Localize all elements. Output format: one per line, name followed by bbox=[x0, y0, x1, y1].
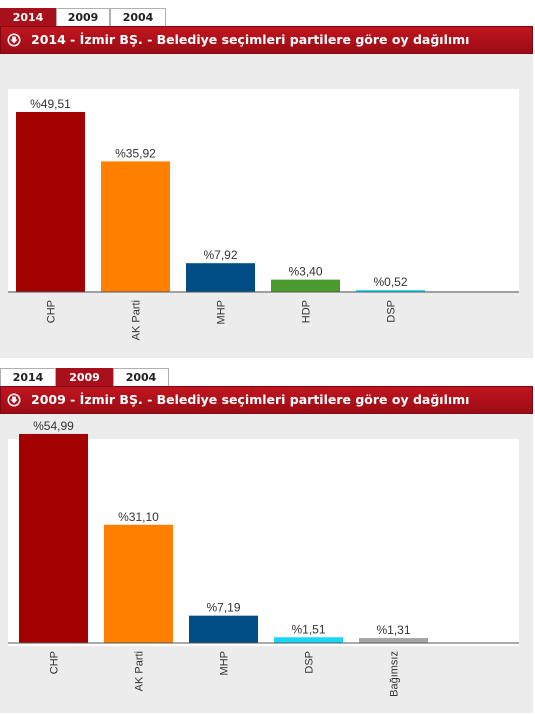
category-label: MHP bbox=[219, 651, 231, 675]
bar-dsp[interactable] bbox=[356, 290, 425, 292]
data-label: %7,19 bbox=[206, 601, 240, 615]
data-label: %49,51 bbox=[30, 97, 71, 111]
data-label: %0,52 bbox=[373, 275, 407, 289]
category-label: DSP bbox=[386, 300, 398, 323]
download-icon[interactable] bbox=[7, 33, 21, 47]
category-label: AK Parti bbox=[134, 651, 146, 691]
bar-chp[interactable] bbox=[16, 111, 85, 292]
chart-title: 2014 - İzmir BŞ. - Belediye seçimleri pa… bbox=[31, 32, 470, 47]
data-label: %1,51 bbox=[291, 622, 325, 636]
tab-2009[interactable]: 2009 bbox=[56, 8, 110, 26]
data-label: %7,92 bbox=[203, 248, 237, 262]
data-label: %31,10 bbox=[118, 510, 159, 524]
chart-panel-2014: 2014 2009 2004 2014 - İzmir BŞ. - Beledi… bbox=[0, 8, 535, 358]
tab-2009[interactable]: 2009 bbox=[56, 368, 113, 386]
data-label: %1,31 bbox=[376, 623, 410, 637]
bar-chp[interactable] bbox=[19, 433, 88, 643]
bar-hdp[interactable] bbox=[271, 279, 340, 292]
data-label: %3,40 bbox=[288, 265, 322, 279]
category-label: AK Parti bbox=[131, 300, 143, 340]
bar-mhp[interactable] bbox=[189, 615, 258, 643]
year-tabs: 2014 2009 2004 bbox=[0, 8, 166, 26]
bar-bağımsız[interactable] bbox=[359, 638, 428, 643]
data-label: %54,99 bbox=[33, 419, 74, 433]
bar-ak-parti[interactable] bbox=[101, 161, 170, 292]
data-label: %35,92 bbox=[115, 146, 156, 160]
chart-header: 2009 - İzmir BŞ. - Belediye seçimleri pa… bbox=[0, 386, 533, 414]
bar-mhp[interactable] bbox=[186, 263, 255, 292]
download-icon[interactable] bbox=[7, 393, 21, 407]
category-label: Bağımsız bbox=[389, 651, 401, 697]
category-label: HDP bbox=[301, 300, 313, 323]
category-label: DSP bbox=[304, 651, 316, 674]
bar-ak-parti[interactable] bbox=[104, 524, 173, 643]
tab-2004[interactable]: 2004 bbox=[113, 368, 169, 386]
chart-panel-2009: 2014 2009 2004 2009 - İzmir BŞ. - Beledi… bbox=[0, 368, 535, 713]
bar-chart-2009: %54,99 CHP %31,10 AK Parti %7,19 MHP %1,51 DSP%… bbox=[8, 419, 519, 697]
category-label: CHP bbox=[46, 300, 58, 323]
bar-chart-2014: %49,51 CHP %35,92 AK Parti %7,92 MHP %3,40 HDP%… bbox=[8, 89, 519, 340]
tab-2014[interactable]: 2014 bbox=[0, 368, 56, 386]
category-label: MHP bbox=[216, 300, 228, 324]
category-label: CHP bbox=[49, 651, 61, 674]
tab-2004[interactable]: 2004 bbox=[110, 8, 166, 26]
chart-header: 2014 - İzmir BŞ. - Belediye seçimleri pa… bbox=[0, 26, 533, 54]
plot-area bbox=[8, 89, 519, 291]
tab-2014[interactable]: 2014 bbox=[0, 8, 56, 26]
chart-title: 2009 - İzmir BŞ. - Belediye seçimleri pa… bbox=[31, 392, 470, 407]
bar-dsp[interactable] bbox=[274, 637, 343, 643]
year-tabs: 2014 2009 2004 bbox=[0, 368, 169, 386]
plot-area bbox=[8, 439, 519, 646]
